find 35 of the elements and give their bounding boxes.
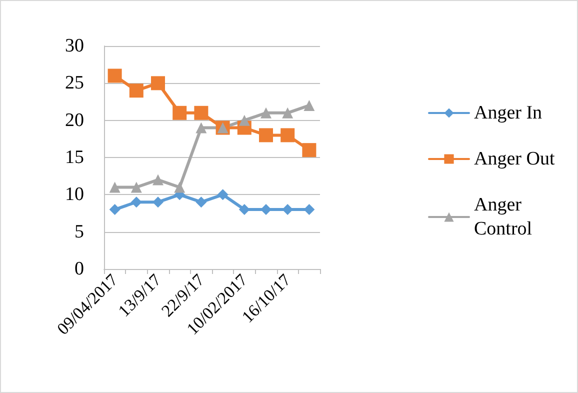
point: [217, 189, 228, 200]
point: [304, 100, 315, 111]
point: [238, 114, 250, 126]
point: [129, 84, 144, 98]
y-tick-label: 30: [65, 36, 84, 56]
point: [108, 68, 122, 83]
point: [109, 182, 120, 193]
point: [280, 128, 295, 142]
point: [196, 122, 207, 134]
y-tick-label: 15: [65, 147, 84, 168]
point: [152, 174, 164, 186]
point: [130, 182, 142, 193]
point: [196, 196, 207, 208]
y-tick-label: 20: [65, 110, 84, 131]
y-tick-label: 25: [65, 72, 84, 94]
legend-label: Anger In: [474, 102, 543, 124]
point: [238, 204, 250, 216]
point: [152, 196, 164, 208]
legend-label: Anger Out: [474, 148, 556, 170]
point: [194, 106, 208, 120]
y-tick-label: 0: [74, 258, 84, 280]
point: [259, 128, 273, 142]
point: [302, 143, 316, 158]
point: [109, 204, 120, 216]
y-tick-label: 10: [65, 184, 84, 206]
point: [282, 107, 294, 118]
point: [172, 106, 187, 120]
point: [260, 107, 272, 118]
point: [260, 204, 272, 216]
point: [151, 76, 165, 90]
point: [174, 182, 186, 193]
point: [130, 196, 142, 208]
legend-label: Anger Control: [474, 194, 532, 240]
point: [304, 204, 315, 216]
y-tick-label: 5: [74, 221, 84, 242]
